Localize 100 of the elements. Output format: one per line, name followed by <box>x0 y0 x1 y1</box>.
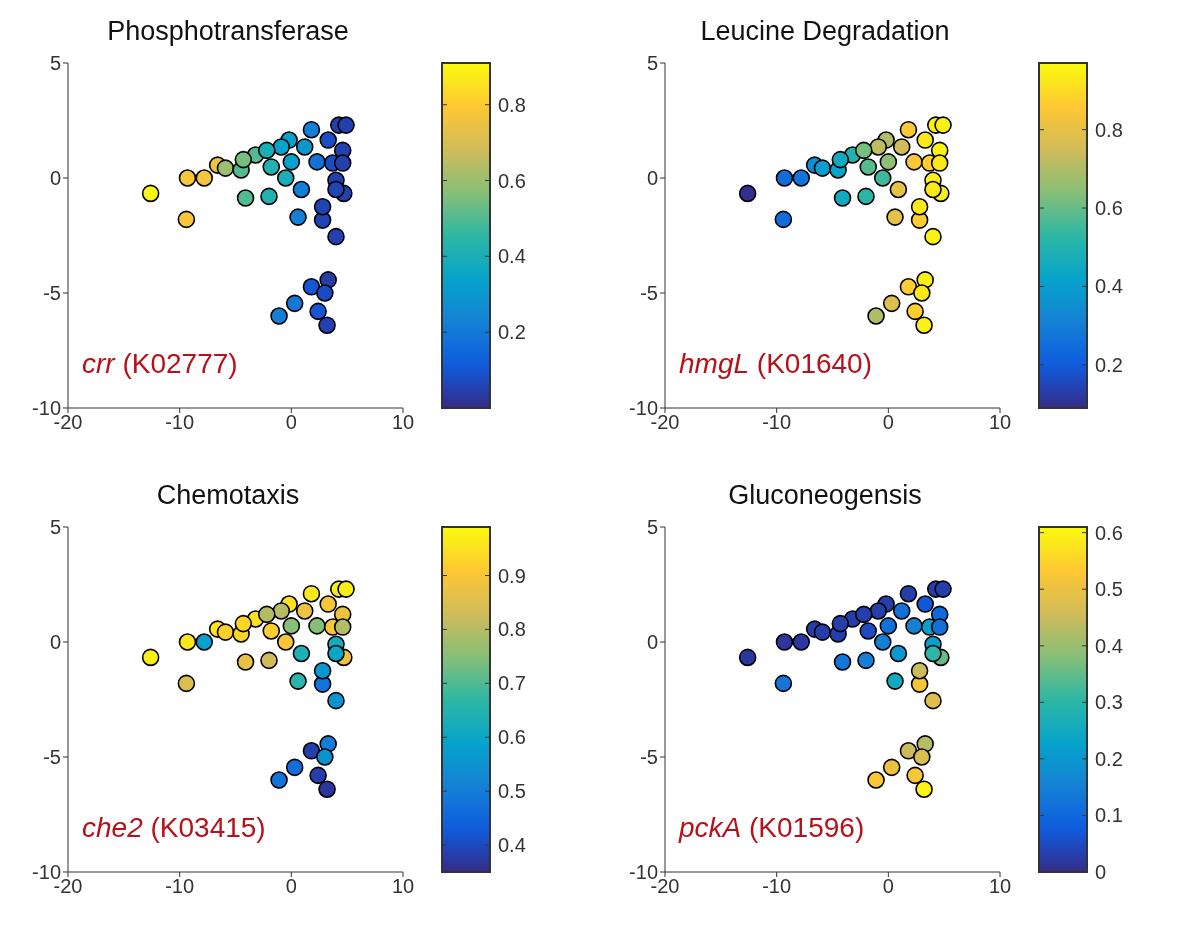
point <box>910 197 929 216</box>
point <box>869 138 888 156</box>
point <box>924 691 942 710</box>
point <box>260 187 278 206</box>
x-tick-label: -10 <box>165 411 195 434</box>
point <box>272 602 291 620</box>
point <box>873 169 892 187</box>
point <box>316 748 334 766</box>
x-tick-label: 0 <box>285 411 297 434</box>
color-bar-label: 0.5 <box>1095 578 1123 601</box>
y-tick-label: 0 <box>646 167 658 190</box>
point <box>313 197 332 216</box>
point <box>854 141 873 160</box>
point <box>831 614 850 633</box>
point <box>792 169 811 187</box>
x-tick-label: 0 <box>882 411 894 434</box>
point <box>886 208 904 226</box>
point <box>867 307 885 325</box>
point <box>285 294 304 313</box>
y-tick-label: 5 <box>646 52 658 75</box>
point <box>775 169 794 187</box>
point <box>738 648 757 667</box>
point <box>216 159 235 177</box>
color-bar-label: 0.5 <box>498 780 526 803</box>
point <box>313 661 332 680</box>
y-tick-label: 5 <box>49 516 61 539</box>
point <box>276 633 295 651</box>
y-tick-label: 0 <box>646 631 658 654</box>
point <box>178 169 197 187</box>
color-bar-label: 0.1 <box>1095 804 1123 827</box>
point <box>774 674 793 693</box>
point <box>195 169 214 187</box>
point <box>319 595 337 613</box>
point <box>195 633 214 651</box>
point <box>889 644 908 663</box>
point <box>738 184 757 203</box>
point <box>889 180 908 199</box>
point <box>309 766 327 785</box>
point <box>934 580 952 598</box>
color-bar-label: 0.4 <box>1095 275 1123 298</box>
color-bar-label: 0 <box>1095 861 1107 883</box>
color-bar-label: 0.4 <box>498 245 526 268</box>
x-tick-label: 0 <box>285 875 297 898</box>
annotation: hmgL (K01640) <box>679 348 873 380</box>
point <box>177 210 196 229</box>
point <box>177 674 196 693</box>
point <box>813 623 832 641</box>
point <box>234 614 253 633</box>
point <box>327 691 345 710</box>
point <box>327 644 345 663</box>
point <box>854 605 873 624</box>
y-tick-label: -5 <box>43 282 61 305</box>
point <box>916 131 934 149</box>
point <box>873 633 892 651</box>
point <box>792 633 811 651</box>
color-bar-label: 0.2 <box>1095 747 1123 770</box>
point <box>141 184 160 203</box>
y-tick-label: 0 <box>49 167 61 190</box>
point <box>906 302 924 321</box>
chart-title: Gluconeogensis <box>727 480 923 511</box>
annotation: che2 (K03415) <box>82 812 266 844</box>
point <box>916 595 934 613</box>
point <box>899 584 918 603</box>
point <box>302 277 321 296</box>
point <box>302 741 321 760</box>
annotation: crr (K02777) <box>82 348 238 380</box>
point <box>910 661 929 680</box>
color-bar-label: 0.4 <box>498 834 526 857</box>
point <box>257 605 276 624</box>
x-tick-label: 10 <box>391 411 415 434</box>
chart-title: Phosphotransferase <box>106 16 350 47</box>
point <box>899 120 918 139</box>
point <box>813 159 832 177</box>
color-bar-label: 0.2 <box>498 321 526 344</box>
point <box>930 154 949 172</box>
point <box>892 138 911 156</box>
y-tick-label: -5 <box>640 746 658 769</box>
point <box>262 622 281 640</box>
point <box>905 153 923 171</box>
point <box>262 158 281 176</box>
y-tick-label: 5 <box>49 52 61 75</box>
point <box>276 169 295 187</box>
point <box>270 771 288 789</box>
point <box>775 633 794 651</box>
point <box>913 284 931 302</box>
point <box>178 633 197 651</box>
y-tick-label: 5 <box>646 516 658 539</box>
point <box>906 766 924 785</box>
point <box>859 622 878 640</box>
color-bar-label: 0.8 <box>498 618 526 641</box>
point <box>289 672 307 690</box>
y-tick-label: 0 <box>49 631 61 654</box>
x-tick-label: -10 <box>762 411 792 434</box>
chart-title: Chemotaxis <box>155 480 301 511</box>
y-tick-label: -5 <box>43 746 61 769</box>
point <box>833 653 852 671</box>
x-tick-label: 10 <box>988 875 1012 898</box>
chart-title: Leucine Degradation <box>699 16 951 47</box>
color-bar-label: 0.2 <box>1095 353 1123 376</box>
point <box>308 617 326 635</box>
